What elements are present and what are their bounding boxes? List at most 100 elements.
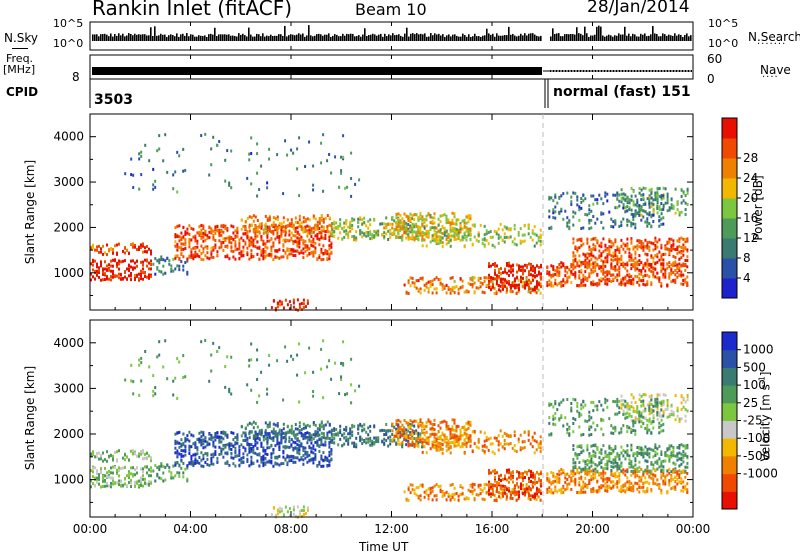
velocity-cell (238, 463, 241, 467)
power-cell (286, 256, 289, 260)
power-cell (640, 245, 643, 249)
velocity-cell (222, 455, 225, 459)
power-cell (397, 228, 400, 232)
power-cell (680, 270, 683, 274)
power-cell (439, 239, 442, 243)
power-cell (242, 245, 245, 249)
velocity-cell (190, 460, 193, 464)
power-cell (146, 250, 148, 254)
velocity-cell (222, 443, 225, 447)
power-cell (451, 218, 454, 222)
power-cell (266, 246, 269, 250)
power-cell (300, 221, 303, 225)
velocity-cell (383, 433, 386, 437)
velocity-cell (451, 425, 454, 429)
power-cell (258, 231, 261, 235)
power-cell (160, 258, 163, 261)
power-cell (596, 272, 599, 276)
nsky-trace-bar (130, 33, 132, 41)
velocity-cell (184, 436, 187, 440)
velocity-cell (118, 474, 120, 478)
velocity-cell (214, 450, 217, 454)
power-cell (346, 185, 349, 189)
velocity-cell (489, 436, 492, 440)
velocity-cell (152, 469, 155, 473)
power-cell (248, 257, 251, 261)
velocity-cell (477, 446, 480, 450)
power-cell (296, 230, 299, 234)
power-cell (154, 257, 157, 261)
power-cell (130, 272, 132, 275)
power-cell (660, 243, 663, 247)
power-cell (328, 244, 331, 248)
velocity-cell (232, 444, 235, 448)
velocity-cell (407, 423, 410, 427)
power-cell (258, 222, 261, 226)
velocity-cell (451, 436, 454, 440)
power-cell (280, 225, 283, 229)
power-cell (527, 224, 530, 228)
power-cell (582, 277, 585, 281)
nsky-trace-bar (672, 35, 674, 41)
velocity-cell (132, 449, 134, 453)
power-cell (614, 206, 617, 210)
velocity-cell (276, 456, 279, 460)
power-cell (304, 243, 307, 247)
velocity-cell (116, 450, 118, 454)
velocity-cell (180, 449, 183, 452)
power-cell (429, 280, 432, 283)
power-cell (556, 273, 559, 277)
power-cell (146, 245, 148, 248)
power-cell (596, 217, 599, 221)
power-cell (529, 287, 532, 291)
velocity-cell (136, 466, 138, 470)
power-cell (513, 223, 516, 227)
velocity-cell (288, 440, 291, 444)
power-cell (256, 219, 259, 222)
velocity-cell (118, 449, 120, 453)
power-cell (580, 243, 583, 247)
power-cell (182, 242, 185, 246)
power-cell (620, 196, 623, 200)
power-cell (620, 254, 623, 258)
power-cell (642, 263, 645, 267)
power-cell (656, 198, 659, 202)
velocity-cell (182, 449, 185, 453)
velocity-cell (397, 424, 400, 428)
power-cell (684, 277, 687, 281)
power-cell (492, 263, 494, 266)
power-cell (188, 241, 191, 244)
power-cell (632, 259, 635, 263)
velocity-cell (104, 474, 106, 478)
velocity-cell (441, 443, 444, 447)
velocity-cell (244, 449, 247, 453)
nsky-trace-bar (522, 35, 524, 41)
velocity-cell (439, 437, 442, 441)
velocity-cell (130, 472, 132, 476)
power-cell (324, 249, 327, 252)
velocity-cell (445, 423, 448, 427)
power-cell (556, 201, 559, 205)
nsky-trace-bar (572, 34, 574, 41)
velocity-cell (246, 437, 249, 441)
power-cell (680, 263, 683, 267)
power-cell (316, 220, 319, 224)
power-cell (670, 248, 673, 252)
power-cell (399, 221, 402, 225)
velocity-cell (485, 435, 488, 439)
power-cell (347, 233, 350, 237)
velocity-cell (473, 442, 476, 446)
velocity-cell (445, 421, 448, 425)
power-cell (676, 248, 679, 252)
power-cell (530, 268, 532, 272)
power-cell (614, 219, 617, 223)
velocity-cell (230, 452, 233, 456)
power-cell (505, 290, 508, 294)
nsky-trace-bar (454, 34, 456, 41)
velocity-cell (272, 451, 275, 455)
velocity-cell (218, 435, 221, 439)
velocity-cell (417, 444, 420, 448)
power-cell (202, 250, 205, 254)
power-cell (180, 246, 183, 250)
velocity-cell (272, 439, 275, 442)
